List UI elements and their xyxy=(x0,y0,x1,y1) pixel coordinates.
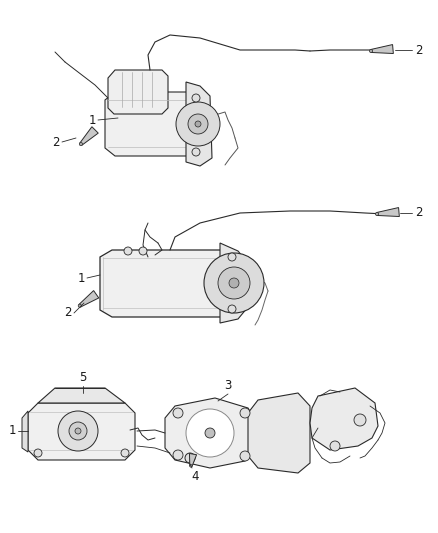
Circle shape xyxy=(192,148,200,156)
Polygon shape xyxy=(377,207,399,216)
Circle shape xyxy=(75,428,81,434)
Text: 4: 4 xyxy=(191,470,199,483)
Text: 1: 1 xyxy=(88,114,96,126)
Circle shape xyxy=(176,102,220,146)
Circle shape xyxy=(78,304,81,308)
Polygon shape xyxy=(22,411,28,452)
Circle shape xyxy=(229,278,239,288)
Polygon shape xyxy=(38,388,125,403)
Polygon shape xyxy=(105,92,198,156)
Text: 5: 5 xyxy=(79,371,87,384)
Circle shape xyxy=(204,253,264,313)
Circle shape xyxy=(240,451,250,461)
Circle shape xyxy=(121,449,129,457)
Circle shape xyxy=(69,422,87,440)
Polygon shape xyxy=(186,82,212,166)
Polygon shape xyxy=(310,388,378,450)
Circle shape xyxy=(58,411,98,451)
Polygon shape xyxy=(100,250,230,317)
Circle shape xyxy=(124,247,132,255)
Circle shape xyxy=(186,409,234,457)
Text: 1: 1 xyxy=(78,271,85,285)
Circle shape xyxy=(188,114,208,134)
Circle shape xyxy=(195,121,201,127)
Circle shape xyxy=(205,428,215,438)
Text: 2: 2 xyxy=(415,206,423,220)
Circle shape xyxy=(173,450,183,460)
Circle shape xyxy=(354,414,366,426)
Polygon shape xyxy=(80,127,98,145)
Polygon shape xyxy=(371,45,393,53)
Circle shape xyxy=(34,449,42,457)
Circle shape xyxy=(79,142,82,146)
Circle shape xyxy=(375,212,378,215)
Text: 2: 2 xyxy=(53,135,60,149)
Circle shape xyxy=(173,408,183,418)
Circle shape xyxy=(190,465,192,467)
Circle shape xyxy=(139,247,147,255)
Polygon shape xyxy=(165,398,255,468)
Text: 2: 2 xyxy=(64,306,72,319)
Circle shape xyxy=(240,408,250,418)
Text: 1: 1 xyxy=(8,424,16,438)
Circle shape xyxy=(228,305,236,313)
Text: 3: 3 xyxy=(224,379,232,392)
Text: 2: 2 xyxy=(415,44,423,56)
Circle shape xyxy=(330,441,340,451)
Polygon shape xyxy=(190,454,197,466)
Circle shape xyxy=(228,253,236,261)
Polygon shape xyxy=(108,70,168,114)
Circle shape xyxy=(369,50,373,53)
Polygon shape xyxy=(220,243,248,323)
Polygon shape xyxy=(28,403,135,460)
Polygon shape xyxy=(248,393,310,473)
Circle shape xyxy=(185,453,195,463)
Circle shape xyxy=(218,267,250,299)
Circle shape xyxy=(192,94,200,102)
Polygon shape xyxy=(79,290,99,307)
